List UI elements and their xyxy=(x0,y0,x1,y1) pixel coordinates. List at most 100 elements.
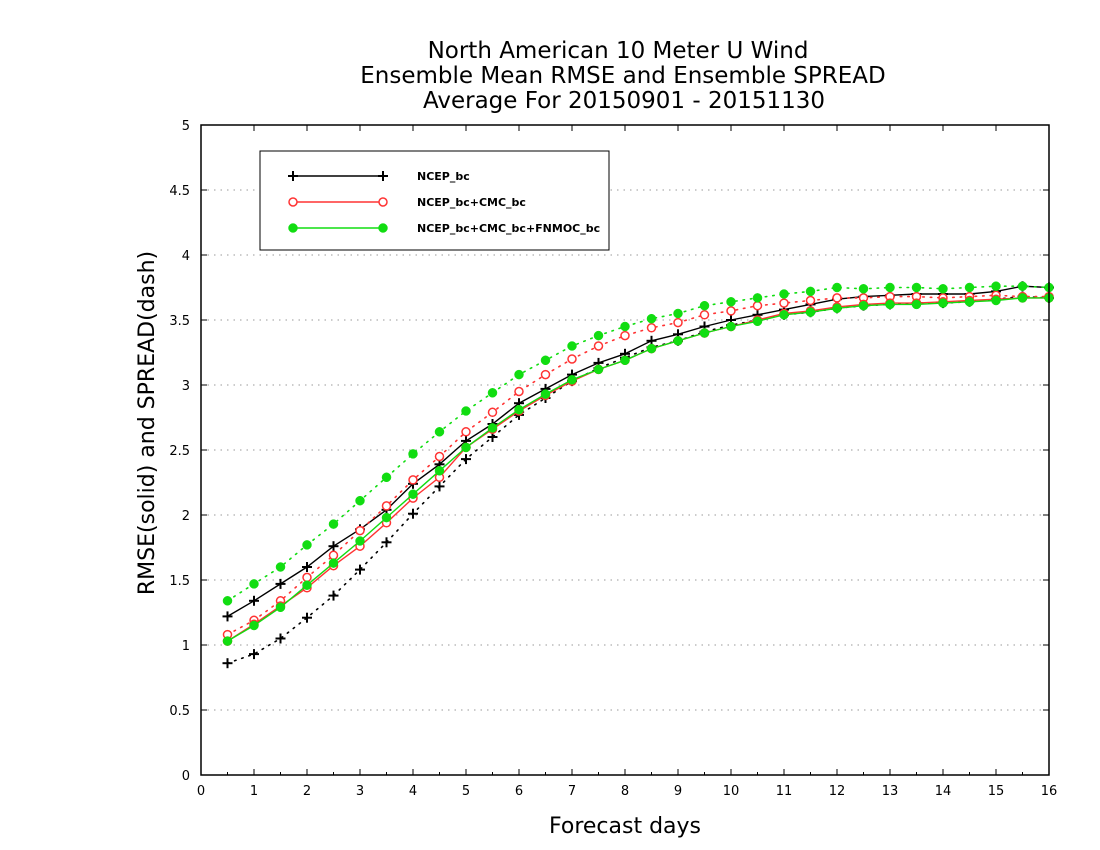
spread-point xyxy=(381,501,392,511)
rmse-line xyxy=(227,297,1049,642)
rmse-point xyxy=(275,578,286,589)
spread-point xyxy=(726,306,736,316)
rmse-point xyxy=(991,295,1001,306)
spread-point xyxy=(408,508,418,519)
spread-point xyxy=(434,427,445,437)
spread-point xyxy=(726,297,736,307)
spread-point xyxy=(434,451,445,462)
spread-point xyxy=(381,472,392,483)
legend-marker xyxy=(288,223,298,233)
series-1 xyxy=(222,290,1054,646)
rmse-point xyxy=(593,364,604,375)
rmse-point xyxy=(249,595,259,606)
x-tick-label: 15 xyxy=(988,784,1005,799)
legend-marker xyxy=(288,171,298,181)
spread-point xyxy=(646,323,657,333)
y-tick-label: 4 xyxy=(182,249,190,264)
rmse-point xyxy=(302,562,312,572)
y-tick-label: 3 xyxy=(182,379,190,394)
spread-point xyxy=(408,475,418,485)
spread-point xyxy=(514,386,524,397)
chart-title-line-3: Average For 20150901 - 20151130 xyxy=(423,88,825,114)
spread-point xyxy=(381,537,392,548)
spread-point xyxy=(779,289,789,299)
spread-point xyxy=(461,406,471,416)
legend: NCEP_bc NCEP_bc+CMC_bc NCEP_bc+CMC_bc+FNMO… xyxy=(259,150,610,251)
spread-point xyxy=(805,286,816,297)
legend-entry-0: NCEP_bc xyxy=(288,170,470,183)
spread-point xyxy=(487,407,498,418)
legend-entry-1: NCEP_bc+CMC_bc xyxy=(288,196,526,209)
spread-point xyxy=(673,317,683,328)
y-tick-label: 0 xyxy=(182,769,190,784)
x-tick-label: 1 xyxy=(250,784,258,799)
x-tick-label: 6 xyxy=(515,784,523,799)
rmse-point xyxy=(964,297,975,307)
x-axis: 0 1 2 3 4 5 6 7 8 9 10 11 12 13 14 15 16 xyxy=(197,125,1057,799)
spread-point xyxy=(328,590,339,601)
spread-point xyxy=(858,284,869,294)
spread-point xyxy=(275,562,286,572)
rmse-point xyxy=(726,321,736,332)
spread-point xyxy=(779,298,789,308)
rmse-point xyxy=(779,310,789,320)
x-tick-label: 7 xyxy=(568,784,576,799)
rmse-point xyxy=(832,303,842,314)
chart-title: North American 10 Meter U Wind Ensemble … xyxy=(360,38,885,114)
spread-point xyxy=(328,519,339,529)
spread-point xyxy=(355,525,365,536)
rmse-point xyxy=(328,558,339,568)
x-tick-label: 4 xyxy=(409,784,417,799)
rmse-point xyxy=(302,580,312,590)
spread-point xyxy=(673,308,683,319)
spread-point xyxy=(752,293,763,303)
spread-point xyxy=(514,369,524,380)
spread-point xyxy=(1017,281,1028,291)
spread-point xyxy=(434,481,445,492)
x-tick-label: 13 xyxy=(882,784,899,799)
rmse-point xyxy=(461,442,471,453)
spread-point xyxy=(222,658,233,669)
x-tick-label: 16 xyxy=(1041,784,1058,799)
legend-box xyxy=(259,150,610,251)
spread-point xyxy=(832,282,842,293)
spread-point xyxy=(540,355,551,366)
rmse-point xyxy=(514,404,524,415)
spread-point xyxy=(805,295,816,306)
rmse-point xyxy=(567,375,577,385)
series-2 xyxy=(222,281,1054,646)
rmse-point xyxy=(408,489,418,499)
spread-point xyxy=(991,281,1001,291)
spread-point xyxy=(593,330,604,341)
spread-point xyxy=(302,540,312,550)
spread-point xyxy=(302,612,312,623)
y-tick-label: 1.5 xyxy=(169,574,190,589)
y-tick-label: 3.5 xyxy=(169,314,190,329)
rmse-line xyxy=(227,297,1049,642)
rmse-point xyxy=(381,512,392,523)
spread-point xyxy=(302,572,312,583)
y-tick-label: 0.5 xyxy=(169,704,190,719)
legend-marker xyxy=(288,197,298,207)
rmse-point xyxy=(858,300,869,311)
x-tick-label: 2 xyxy=(303,784,311,799)
spread-point xyxy=(540,369,551,380)
spread-point xyxy=(752,300,763,311)
spread-point xyxy=(328,550,339,561)
legend-marker xyxy=(378,171,388,181)
x-axis-title: Forecast days xyxy=(549,814,701,839)
rmse-point xyxy=(275,602,286,613)
chart-title-line-2: Ensemble Mean RMSE and Ensemble SPREAD xyxy=(360,63,885,89)
x-tick-label: 9 xyxy=(674,784,682,799)
spread-point xyxy=(885,282,895,293)
x-tick-label: 8 xyxy=(621,784,629,799)
chart-title-line-1: North American 10 Meter U Wind xyxy=(428,38,809,64)
rmse-point xyxy=(540,389,551,399)
rmse-point xyxy=(249,620,259,631)
spread-line xyxy=(226,295,1050,665)
legend-label: NCEP_bc+CMC_bc xyxy=(417,196,526,209)
spread-line xyxy=(226,285,1050,602)
spread-point xyxy=(355,564,365,575)
spread-point xyxy=(620,330,630,341)
gridlines xyxy=(201,189,1049,711)
